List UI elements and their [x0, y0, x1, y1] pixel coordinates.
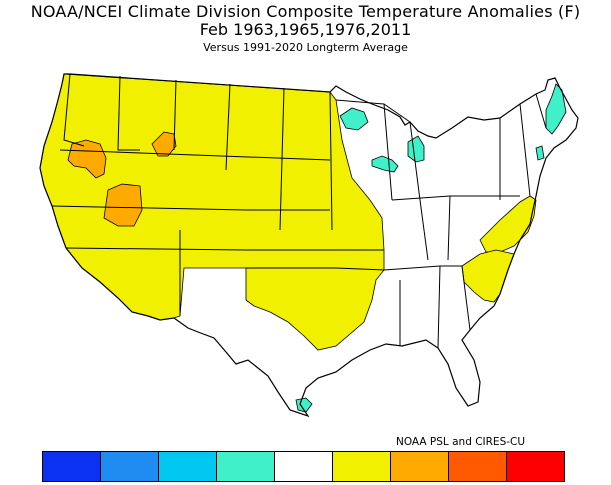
boundary-line: [51, 205, 330, 211]
region-texas-coast-cool: [295, 397, 313, 413]
region-idaho-warm: [151, 131, 177, 157]
boundary-line: [383, 265, 462, 271]
region-minnesota-cool: [339, 107, 369, 131]
boundary-line: [173, 79, 177, 151]
boundary-line: [409, 121, 429, 261]
color-legend: [42, 451, 565, 485]
title-line-3: Versus 1991-2020 Longterm Average: [203, 41, 408, 54]
region-michigan-cool: [407, 135, 425, 163]
boundary-line: [461, 265, 471, 331]
region-vermont-cool: [535, 145, 545, 161]
legend-swatch-8: [448, 451, 507, 482]
legend-swatch-5: [274, 451, 333, 482]
legend-swatch-3: [158, 451, 217, 482]
region-wisconsin-cool: [371, 155, 399, 173]
credit-label: NOAA PSL and CIRES-CU: [396, 436, 526, 448]
title-line-2: Feb 1963,1965,1976,2011: [199, 20, 412, 39]
region-nevada-warm: [103, 183, 143, 227]
title-line-1: NOAA/NCEI Climate Division Composite Tem…: [30, 2, 581, 21]
boundary-line: [391, 195, 520, 201]
region-oregon-warm: [67, 139, 107, 179]
legend-swatch-2: [100, 451, 159, 482]
boundary-line: [437, 265, 441, 349]
boundary-line: [225, 83, 231, 171]
legend-swatch-1: [42, 451, 101, 482]
boundary-line: [246, 267, 385, 271]
boundary-line: [63, 73, 85, 147]
boundary-line: [447, 195, 451, 261]
legend-swatch-9: [506, 451, 565, 482]
boundary-line: [59, 149, 331, 161]
boundary-line: [535, 93, 547, 129]
region-maine-cool: [545, 83, 567, 135]
legend-swatch-4: [216, 451, 275, 482]
us-outline: [39, 73, 579, 418]
legend-swatch-6: [332, 451, 391, 482]
boundary-line: [329, 91, 333, 231]
legend-swatch-7: [390, 451, 449, 482]
region-west-plains: [39, 73, 385, 351]
boundary-line: [519, 103, 531, 197]
region-mid-atlantic: [479, 195, 537, 253]
boundary-line: [117, 75, 140, 151]
boundary-line: [65, 247, 384, 251]
boundary-line: [279, 87, 285, 231]
boundary-line: [383, 103, 411, 123]
